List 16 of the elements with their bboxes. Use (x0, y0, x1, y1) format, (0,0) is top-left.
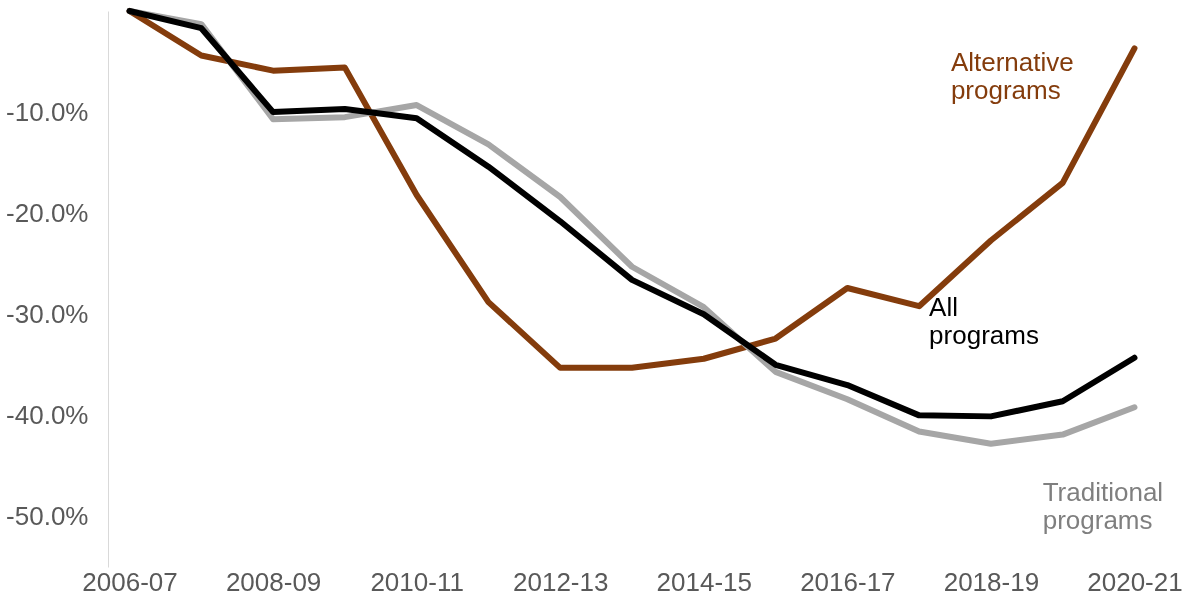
y-tick-label: -10.0% (6, 96, 89, 127)
y-tick-label: -30.0% (6, 298, 89, 329)
y-tick-label: -40.0% (6, 399, 89, 430)
x-tick-label: 2010-11 (370, 566, 464, 597)
x-tick-label: 2018-19 (943, 566, 1040, 597)
series-label: Traditional programs (1042, 476, 1164, 535)
x-tick-label: 2016-17 (800, 566, 896, 597)
text: All programs (929, 292, 1039, 351)
series-label: Alternative programs (950, 47, 1074, 106)
x-tick-label: 2012-13 (513, 566, 609, 597)
x-tick-label: 2008-09 (225, 566, 322, 597)
x-tick-label: 2006-07 (82, 566, 178, 597)
y-tick-label: -50.0% (6, 500, 89, 531)
x-tick-label: 2020-21 (1087, 566, 1183, 597)
x-tick-label: 2014-15 (656, 566, 752, 597)
y-tick-label: -20.0% (6, 197, 89, 228)
